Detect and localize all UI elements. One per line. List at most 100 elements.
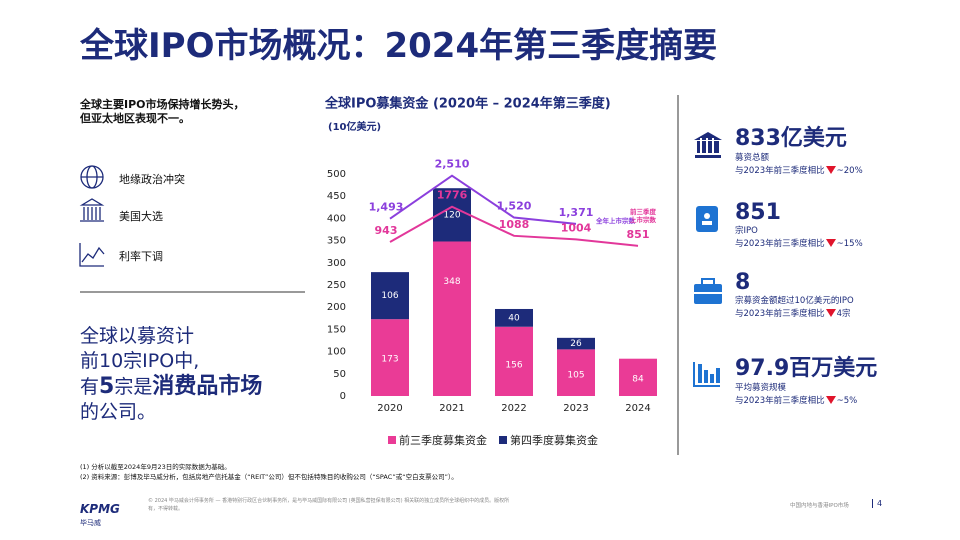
text: ~20% — [836, 166, 863, 176]
factor: 美国大选 — [119, 210, 163, 223]
bar-label: 173 — [381, 355, 398, 365]
line-label: 1,493 — [369, 201, 404, 214]
text: 与2023年前三季度相比 — [735, 396, 825, 406]
bar-label: 105 — [567, 371, 584, 381]
slide-title: 全球IPO市场概况：2024年第三季度摘要 — [80, 26, 718, 66]
text: ~15% — [836, 239, 863, 249]
bar-label: 26 — [570, 339, 582, 349]
line-label: 851 — [627, 228, 650, 241]
text: 的公司。 — [80, 401, 157, 423]
stat: 97.9百万美元 平均募资规模 与2023年前三季度相比 ~5% — [735, 350, 877, 408]
stat: 851 宗IPO 与2023年前三季度相比 ~15% — [735, 200, 863, 251]
x-tick-label: 2023 — [563, 403, 588, 414]
text: 宗是 — [114, 376, 153, 398]
line — [389, 205, 639, 247]
y-tick-label: 500 — [327, 169, 346, 180]
x-tick-label: 2022 — [501, 403, 526, 414]
stat-compare: 与2023年前三季度相比 ~20% — [735, 165, 863, 178]
line-label: 1004 — [561, 221, 592, 234]
text: 消费品市场 — [152, 374, 263, 399]
text: ~5% — [836, 396, 858, 406]
chart-title: 全球IPO募集资金 (2020年 – 2024年第三季度) — [324, 96, 611, 112]
x-tick-label: 2021 — [439, 403, 464, 414]
x-tick-label: 2024 — [625, 403, 650, 414]
y-tick-label: 250 — [327, 280, 346, 291]
stat-label: 宗IPO — [735, 226, 758, 236]
y-tick-label: 150 — [327, 324, 346, 335]
stat-value: 833亿美元 — [735, 126, 847, 151]
bar-label: 84 — [632, 375, 644, 385]
factor: 地缘政治冲突 — [119, 173, 185, 186]
chart-subtitle: (10亿美元) — [328, 120, 381, 133]
y-tick-label: 200 — [327, 302, 346, 313]
stat-compare: 与2023年前三季度相比 ~15% — [735, 238, 863, 251]
factor: 利率下调 — [119, 250, 163, 263]
stat-label: 宗募资金额超过10亿美元的IPO — [735, 296, 854, 306]
bar — [371, 319, 409, 396]
bar — [557, 337, 595, 350]
stat: 833亿美元 募资总额 与2023年前三季度相比 ~20% — [735, 120, 863, 178]
text: 5 — [99, 374, 115, 399]
bar — [495, 308, 533, 327]
footnote: (1) 分析以截至2024年9月23日的实际数据为基础。 — [80, 463, 231, 471]
line-name: 前三季度上市宗数 — [630, 207, 656, 224]
page-number: 4 — [872, 499, 882, 508]
logo-cn: 毕马威 — [80, 519, 101, 527]
legend-swatch — [499, 436, 507, 444]
stat-label: 募资总额 — [735, 153, 770, 163]
text: 与2023年前三季度相比 — [735, 239, 825, 249]
heading-line: 但亚太地区表现不一。 — [80, 112, 190, 125]
line-label: 2,510 — [435, 158, 470, 171]
y-tick-label: 450 — [327, 191, 346, 202]
y-tick-label: 50 — [333, 369, 346, 380]
stat-value: 97.9百万美元 — [735, 356, 878, 381]
legend-label: 第四季度募集资金 — [510, 433, 598, 447]
bar — [371, 272, 409, 320]
line-label: 1,371 — [559, 206, 594, 219]
stat-value: 8 — [735, 270, 751, 295]
legend-swatch — [388, 436, 396, 444]
text: 有 — [80, 376, 100, 398]
line-label: 1,520 — [497, 200, 532, 213]
bar — [619, 358, 657, 396]
text: 前10宗IPO中, — [80, 350, 200, 372]
line-name: 全年上市宗数 — [596, 216, 635, 225]
text: 与2023年前三季度相比 — [735, 166, 825, 176]
text: 与2023年前三季度相比 — [735, 309, 825, 319]
stat-icons — [693, 132, 722, 387]
stat-compare: 与2023年前三季度相比 ~5% — [735, 395, 877, 408]
y-tick-label: 350 — [327, 236, 346, 247]
bar — [557, 349, 595, 396]
left-heading: 全球主要IPO市场保持增长势头， 但亚太地区表现不一。 — [80, 98, 245, 126]
bar — [433, 241, 471, 396]
bar-label: 156 — [505, 360, 522, 370]
x-tick-label: 2020 — [377, 403, 402, 414]
bar-label: 106 — [381, 291, 398, 301]
highlight: 全球以募资计 前10宗IPO中, 有5宗是消费品市场 的公司。 — [80, 324, 262, 425]
heading-line: 全球主要IPO市场保持增长势头， — [80, 98, 245, 111]
line-label: 1088 — [499, 218, 530, 231]
bar-label: 120 — [443, 210, 460, 220]
line — [389, 174, 577, 225]
bar-label: 348 — [443, 277, 460, 287]
line-label: 943 — [375, 224, 398, 237]
line-label: 1776 — [437, 189, 468, 202]
text: 4宗 — [836, 309, 851, 319]
stat-value: 851 — [735, 200, 781, 225]
y-tick-label: 300 — [327, 258, 346, 269]
y-tick-label: 0 — [340, 391, 346, 402]
footnotes: (1) 分析以截至2024年9月23日的实际数据为基础。 (2) 资料来源：彭博… — [80, 462, 458, 482]
y-tick-label: 100 — [327, 347, 346, 358]
footer-section: 中国内地与香港IPO市场 — [790, 503, 849, 509]
stat: 8 宗募资金额超过10亿美元的IPO 与2023年前三季度相比 4宗 — [735, 270, 854, 321]
stat-label: 平均募资规模 — [735, 383, 787, 393]
stat-compare: 与2023年前三季度相比 4宗 — [735, 308, 854, 321]
factor-icons — [79, 165, 105, 267]
footnote: (2) 资料来源：彭博及毕马威分析，包括房地产信托基金（“REIT”公司）但不包… — [80, 473, 458, 481]
legend-label: 前三季度募集资金 — [399, 433, 487, 447]
y-tick-label: 400 — [327, 213, 346, 224]
text: 全球以募资计 — [80, 325, 195, 347]
logo: KPMG — [80, 502, 120, 516]
